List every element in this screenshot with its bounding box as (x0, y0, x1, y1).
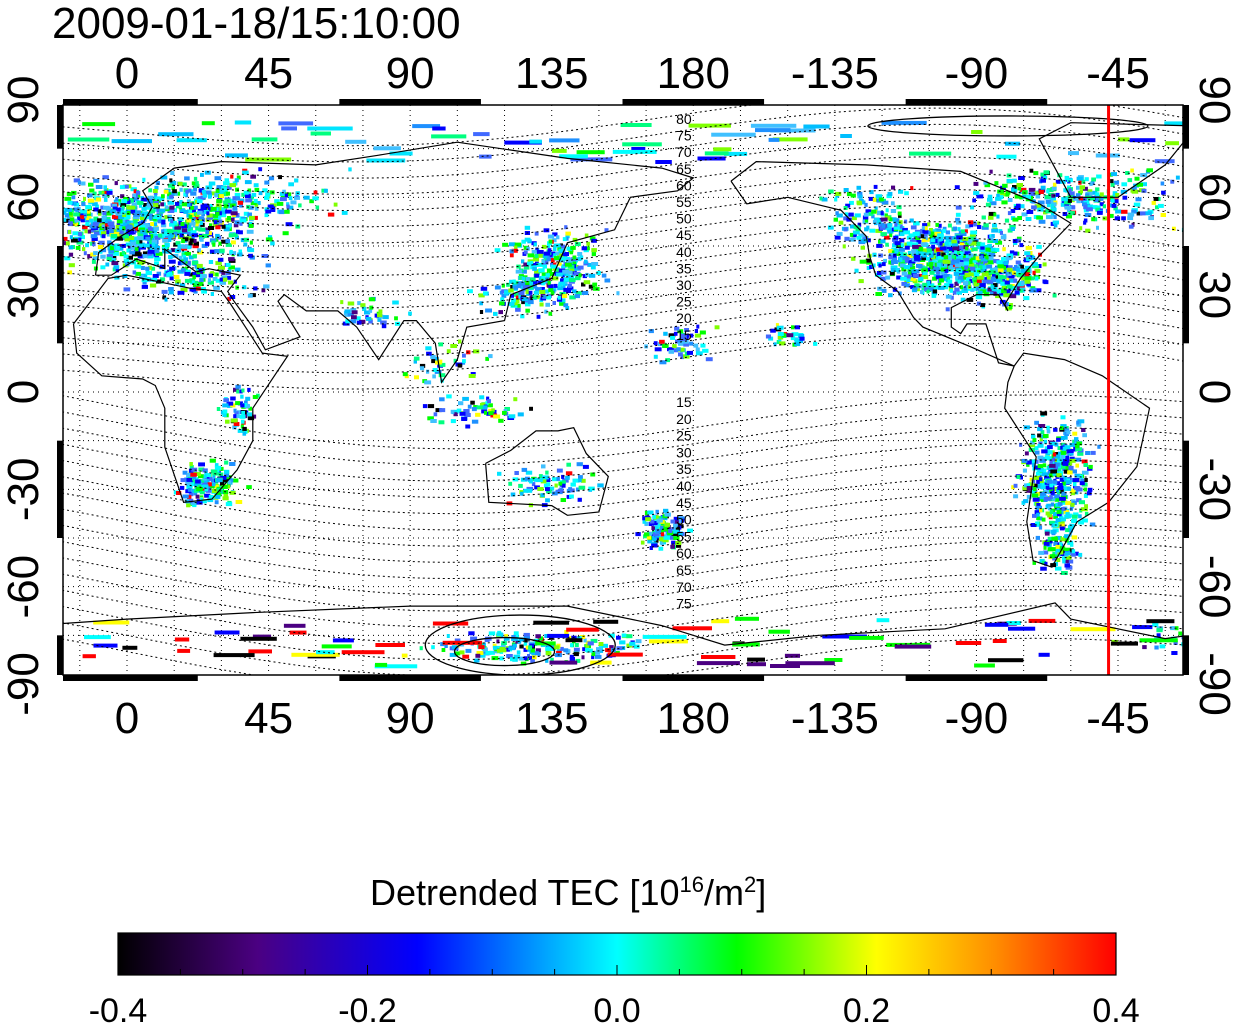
top-axis-tick-label: 0 (115, 49, 139, 98)
bottom-axis-tick-label: 45 (244, 694, 293, 743)
contour-label: 25 (676, 428, 692, 444)
left-axis-tick-label: 0 (0, 380, 48, 404)
contour-label: 35 (676, 461, 692, 477)
contour-label: 55 (676, 528, 692, 544)
axis-ticks: 0 45 90 135 180 -135 -90 -450 45 90 135 180 -135 -90-… (0, 49, 1239, 743)
right-axis-tick-label: 0 (1190, 380, 1239, 404)
top-band-segment (905, 99, 1048, 105)
bottom-axis-tick-label: 135 (515, 694, 588, 743)
contour-label: 80 (676, 111, 692, 127)
top-axis-tick-label: -45 (1086, 49, 1150, 98)
left-band-segment (57, 440, 63, 538)
bottom-axis-tick-label: -45 (1086, 694, 1150, 743)
right-axis-tick-label: -30 (1190, 458, 1239, 522)
top-axis-tick-label: -135 (791, 49, 879, 98)
top-band-segment (622, 99, 765, 105)
bottom-band-segment (622, 675, 765, 681)
contour-label: 60 (676, 545, 692, 561)
right-band-segment (1183, 635, 1189, 675)
tec-data-cells (63, 167, 1183, 666)
right-axis-tick-label: -90 (1190, 652, 1239, 716)
map-title: 2009-01-18/15:10:00 (52, 0, 461, 48)
bottom-band-segment (63, 675, 198, 681)
left-band-segment (57, 105, 63, 149)
right-axis-tick-label: 90 (1190, 76, 1239, 125)
contour-label: 65 (676, 562, 692, 578)
contour-label: 50 (676, 512, 692, 528)
top-axis-tick-label: 90 (386, 49, 435, 98)
contour-label: 35 (676, 260, 692, 276)
bottom-axis-tick-label: 90 (386, 694, 435, 743)
contour-label: 75 (676, 128, 692, 144)
bottom-band-segment (905, 675, 1048, 681)
top-band-segment (339, 99, 481, 105)
colorbar-tick-label: 0.0 (593, 992, 640, 1024)
colorbar-tick-label: 0.2 (843, 992, 890, 1024)
bottom-axis-tick-label: 180 (657, 694, 730, 743)
bottom-axis-tick-label: -135 (791, 694, 879, 743)
left-band-segment (57, 635, 63, 675)
top-axis-tick-label: 180 (657, 49, 730, 98)
north-contour (867, 115, 1149, 137)
colorbar-tick-label: 0.4 (1092, 992, 1139, 1024)
map-frame (57, 99, 1189, 681)
contour-label: 25 (676, 294, 692, 310)
contour-label: 40 (676, 244, 692, 260)
left-band-segment (57, 246, 63, 344)
contour-label: 40 (676, 478, 692, 494)
left-axis-tick-label: -30 (0, 458, 48, 522)
colorbar: -0.4 -0.2 0.0 0.2 0.4 (89, 932, 1140, 1024)
contour-label: 30 (676, 277, 692, 293)
colorbar-tick-label: -0.2 (338, 992, 397, 1024)
right-band-segment (1183, 440, 1189, 538)
contour-label: 70 (676, 579, 692, 595)
bottom-axis-tick-label: 0 (115, 694, 139, 743)
colorbar-title: Detrended TEC [1016/m2] (370, 872, 767, 913)
right-axis-tick-label: -60 (1190, 555, 1239, 619)
south-magnetic-pole-contour (453, 636, 556, 667)
top-axis-tick-label: 45 (244, 49, 293, 98)
contour-label: 20 (676, 310, 692, 326)
contour-label: 65 (676, 161, 692, 177)
polar-streaks (67, 120, 1183, 669)
magnetic-contours (63, 105, 1183, 675)
left-axis-tick-label: -90 (0, 652, 48, 716)
left-axis-tick-label: 90 (0, 76, 48, 125)
contour-label: 45 (676, 227, 692, 243)
colorbar-tick-label: -0.4 (89, 992, 148, 1024)
top-axis-tick-label: 135 (515, 49, 588, 98)
contour-label: 75 (676, 596, 692, 612)
contour-label: 20 (676, 411, 692, 427)
top-axis-tick-label: -90 (945, 49, 1009, 98)
contour-label: 50 (676, 211, 692, 227)
contour-label: 30 (676, 444, 692, 460)
right-band-segment (1183, 246, 1189, 344)
right-axis-tick-label: 60 (1190, 173, 1239, 222)
contour-label: 15 (676, 327, 692, 343)
bottom-band-segment (339, 675, 481, 681)
bottom-axis-tick-label: -90 (945, 694, 1009, 743)
right-band-segment (1183, 105, 1189, 149)
left-axis-tick-label: -60 (0, 555, 48, 619)
left-axis-tick-label: 30 (0, 270, 48, 319)
contour-label: 15 (676, 394, 692, 410)
contour-label: 70 (676, 144, 692, 160)
map-plot-area: 8075706560555045403530252015152025303540… (63, 105, 1183, 675)
contour-labels: 8075706560555045403530252015152025303540… (676, 111, 692, 612)
contour-label: 55 (676, 194, 692, 210)
right-axis-tick-label: 30 (1190, 270, 1239, 319)
contour-label: 45 (676, 495, 692, 511)
coastlines (63, 122, 1183, 646)
top-band-segment (63, 99, 198, 105)
left-axis-tick-label: 60 (0, 173, 48, 222)
south-contour-outer (424, 614, 616, 675)
contour-label: 60 (676, 177, 692, 193)
